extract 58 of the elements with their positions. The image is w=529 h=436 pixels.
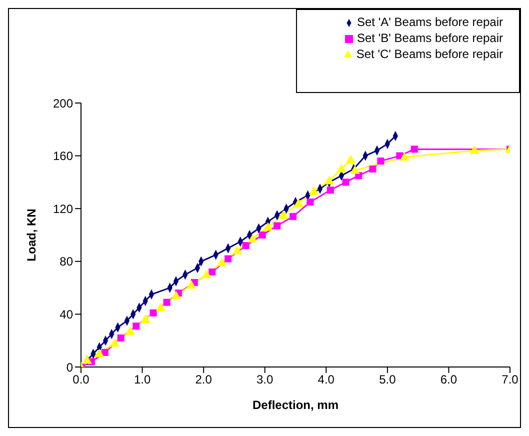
x-tick-label: 5.0 bbox=[379, 372, 396, 387]
x-tick-label: 6.0 bbox=[440, 372, 458, 387]
point bbox=[258, 232, 266, 238]
legend-label: Set 'A' Beams before repair bbox=[357, 15, 503, 29]
point bbox=[410, 146, 418, 153]
x-tick-label: 4.0 bbox=[318, 372, 335, 387]
point bbox=[336, 164, 346, 172]
legend-label: Set 'C' Beams before repair bbox=[356, 47, 503, 61]
point bbox=[150, 309, 157, 316]
point bbox=[324, 176, 334, 184]
point bbox=[156, 303, 166, 312]
point bbox=[126, 326, 135, 335]
point bbox=[110, 338, 120, 347]
y-tick-label: 80 bbox=[60, 254, 74, 269]
point bbox=[242, 242, 250, 250]
point bbox=[202, 270, 212, 278]
point bbox=[163, 298, 170, 306]
point bbox=[326, 186, 334, 194]
point bbox=[369, 166, 376, 172]
point bbox=[117, 334, 124, 342]
point bbox=[309, 186, 318, 195]
point bbox=[396, 152, 404, 160]
point bbox=[140, 314, 150, 323]
point bbox=[294, 198, 304, 207]
point bbox=[171, 291, 180, 300]
y-tick-label: 120 bbox=[52, 202, 74, 216]
point bbox=[306, 198, 314, 206]
x-tick-label: 1.0 bbox=[134, 372, 151, 387]
point bbox=[278, 210, 288, 219]
point bbox=[217, 258, 226, 266]
point bbox=[208, 268, 216, 276]
point bbox=[274, 222, 281, 230]
y-tick-label: 200 bbox=[52, 96, 74, 110]
point bbox=[377, 158, 384, 165]
legend-label: Set 'B' Beams before repair bbox=[357, 31, 503, 45]
point bbox=[132, 322, 140, 330]
x-tick-label: 2.0 bbox=[195, 372, 212, 387]
y-tick-label: 0 bbox=[66, 360, 74, 374]
point bbox=[101, 348, 108, 356]
point bbox=[290, 213, 297, 220]
point bbox=[350, 166, 360, 174]
x-tick-label: 3.0 bbox=[256, 372, 274, 387]
y-axis-title: Load, KN bbox=[24, 208, 38, 262]
point bbox=[342, 178, 350, 186]
point bbox=[263, 222, 272, 231]
point bbox=[470, 146, 479, 154]
point bbox=[94, 349, 104, 358]
y-tick-label: 160 bbox=[52, 149, 74, 164]
point bbox=[186, 280, 196, 289]
point bbox=[224, 255, 232, 262]
point bbox=[232, 246, 242, 254]
x-tick-label: 0.0 bbox=[72, 372, 90, 387]
x-tick-label: 7.0 bbox=[502, 372, 519, 387]
point bbox=[346, 155, 356, 164]
x-axis-title: Deflection, mm bbox=[252, 398, 339, 412]
y-tick-label: 40 bbox=[60, 307, 74, 322]
point bbox=[248, 234, 258, 242]
point bbox=[400, 152, 410, 161]
